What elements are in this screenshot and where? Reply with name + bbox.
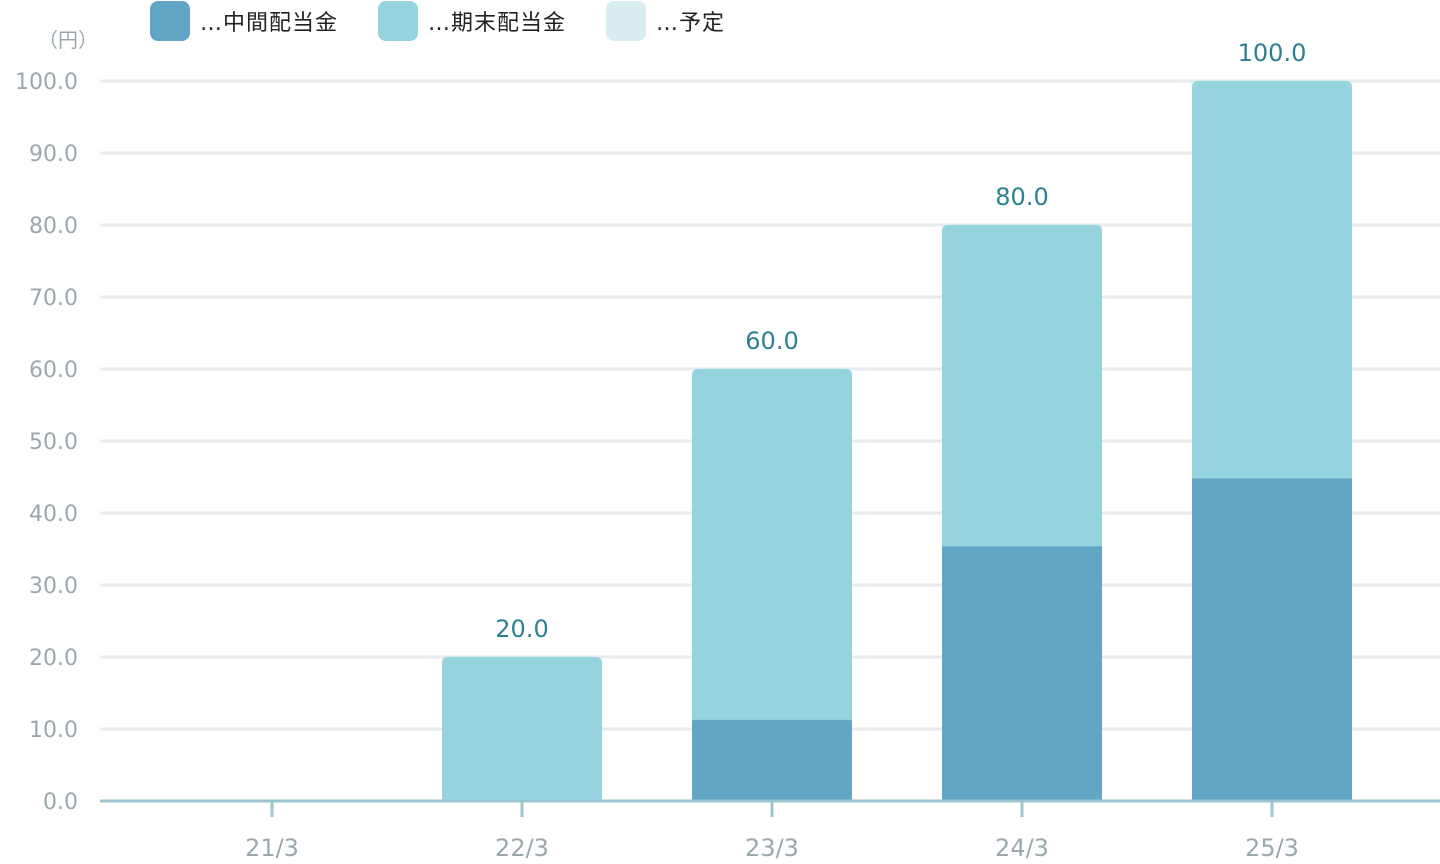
bar-segment-yearend (942, 225, 1102, 547)
bar-value-label: 60.0 (745, 327, 798, 355)
y-tick-label: 50.0 (29, 430, 78, 455)
legend-swatch-icon (378, 1, 419, 41)
y-tick-label: 100.0 (15, 70, 78, 95)
legend-swatch-icon (150, 1, 190, 41)
x-tick-label: 22/3 (495, 834, 549, 862)
legend: …中間配当金 …期末配当金 …予定 (150, 0, 765, 42)
bar-segment-interim (1192, 478, 1352, 801)
y-tick-label: 70.0 (29, 286, 78, 311)
x-tick-label: 23/3 (745, 834, 799, 862)
x-tick-label: 21/3 (245, 834, 299, 862)
bar-segment-yearend (1192, 81, 1352, 479)
bar-segment-interim (692, 719, 852, 801)
legend-item-interim: …中間配当金 (150, 1, 338, 41)
y-unit-label: （円） (38, 28, 98, 52)
y-tick-label: 0.0 (43, 790, 78, 815)
bar-value-label: 100.0 (1238, 39, 1307, 67)
y-tick-label: 20.0 (29, 646, 78, 671)
y-tick-label: 40.0 (29, 502, 78, 527)
bar-segment-interim (942, 546, 1102, 801)
legend-label: …中間配当金 (200, 11, 339, 36)
y-tick-label: 80.0 (29, 214, 78, 239)
y-tick-label: 90.0 (29, 142, 78, 167)
y-tick-label: 10.0 (29, 718, 78, 743)
x-tick-label: 25/3 (1245, 834, 1299, 862)
bar-segment-yearend (692, 369, 852, 720)
legend-item-planned: …予定 (606, 1, 725, 41)
y-tick-label: 30.0 (29, 574, 78, 599)
bar-segment-yearend (442, 657, 602, 801)
y-tick-label: 60.0 (29, 358, 78, 383)
bar-value-label: 20.0 (495, 615, 548, 643)
legend-label: …予定 (656, 11, 726, 36)
x-tick-label: 24/3 (995, 834, 1049, 862)
legend-item-yearend: …期末配当金 (378, 1, 566, 41)
legend-swatch-icon (606, 1, 647, 41)
legend-label: …期末配当金 (428, 11, 567, 36)
bar-value-label: 80.0 (995, 183, 1048, 211)
